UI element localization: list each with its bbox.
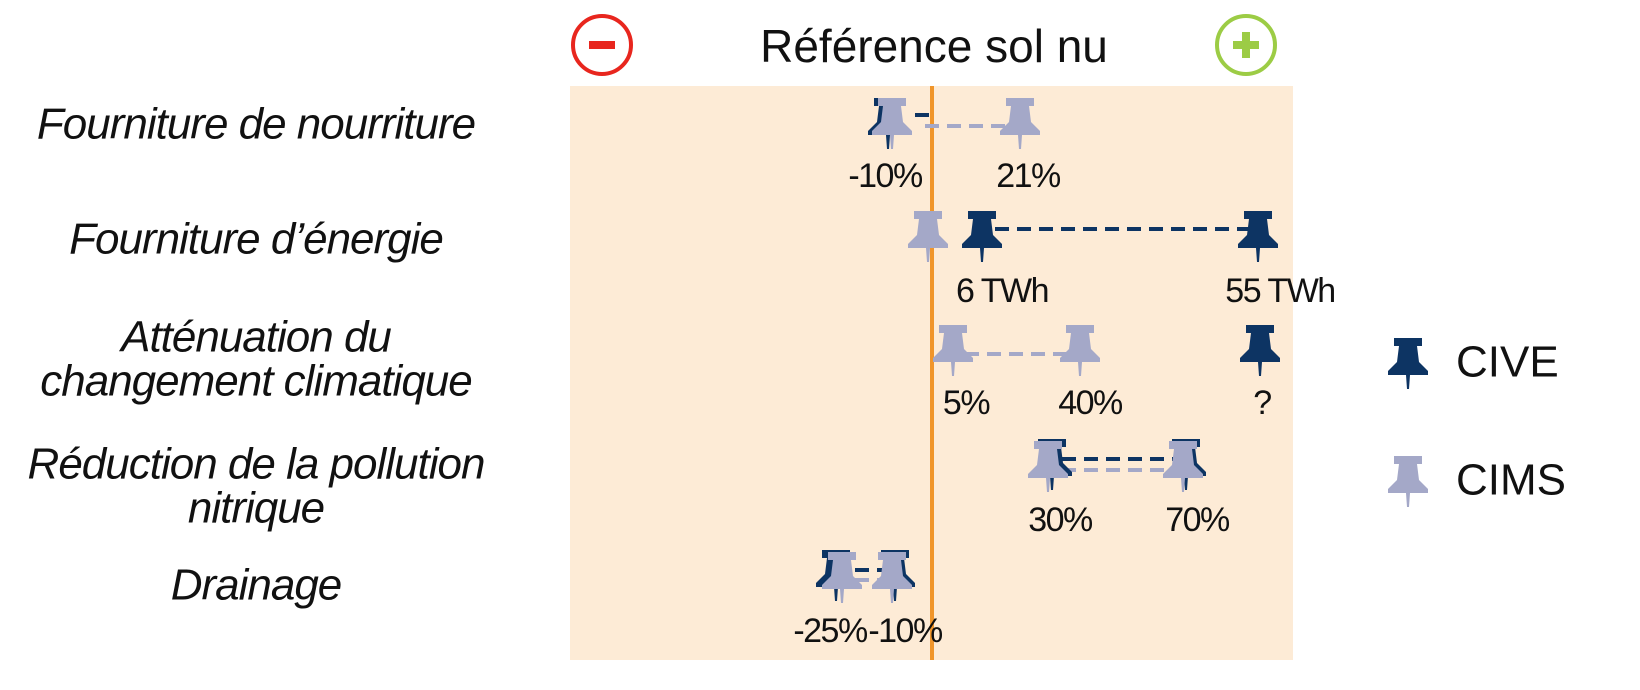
value-label: 40%	[1058, 384, 1123, 422]
value-label: 5%	[943, 384, 990, 422]
row-label: Fourniture de nourriture	[37, 100, 475, 149]
row-label: Réduction de la pollution	[28, 440, 485, 489]
value-label: 30%	[1028, 501, 1093, 539]
value-label: -25%	[793, 612, 868, 650]
legend-label: CIMS	[1456, 456, 1566, 505]
value-label: -10%	[848, 157, 923, 195]
legend-label: CIVE	[1456, 338, 1559, 387]
row-label: Atténuation du	[118, 313, 391, 362]
title: Référence sol nu	[760, 20, 1108, 72]
row-label: changement climatique	[40, 357, 471, 406]
pin	[1388, 338, 1428, 389]
value-label: -10%	[868, 612, 943, 650]
row-label: nitrique	[188, 484, 324, 533]
row-label: Drainage	[171, 561, 342, 610]
row-label: Fourniture d’énergie	[69, 215, 443, 264]
plus-icon	[1215, 14, 1277, 76]
value-label: 21%	[996, 157, 1061, 195]
value-label: 6 TWh	[956, 272, 1048, 310]
value-label: 55 TWh	[1225, 272, 1334, 310]
value-label: 70%	[1165, 501, 1230, 539]
value-label: ?	[1253, 384, 1271, 422]
minus-icon	[571, 14, 633, 76]
pin	[1388, 456, 1428, 507]
